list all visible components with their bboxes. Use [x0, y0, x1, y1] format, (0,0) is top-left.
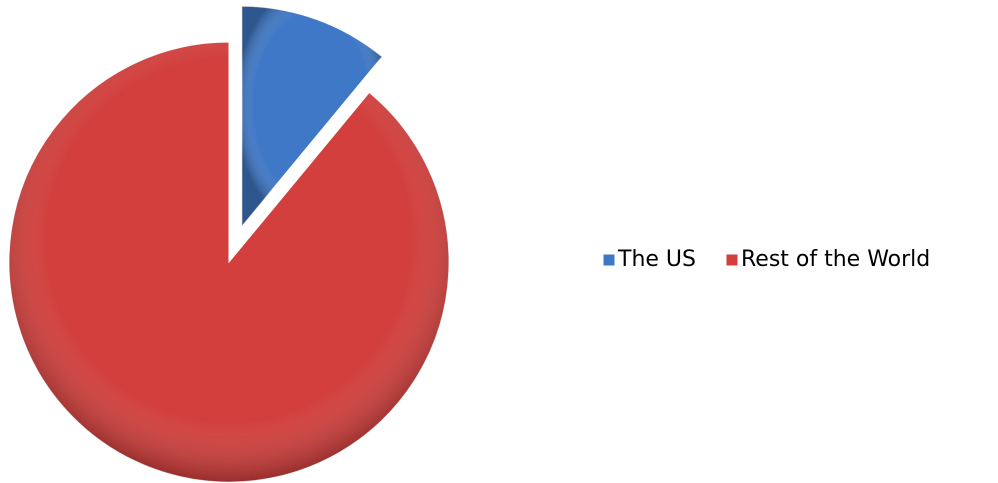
legend-label: Rest of the World — [741, 247, 930, 272]
pie-slice — [8, 41, 450, 483]
legend-label: The US — [617, 247, 696, 272]
slice-group — [8, 41, 450, 483]
legend-swatch — [725, 253, 739, 267]
legend-swatch — [602, 253, 616, 267]
